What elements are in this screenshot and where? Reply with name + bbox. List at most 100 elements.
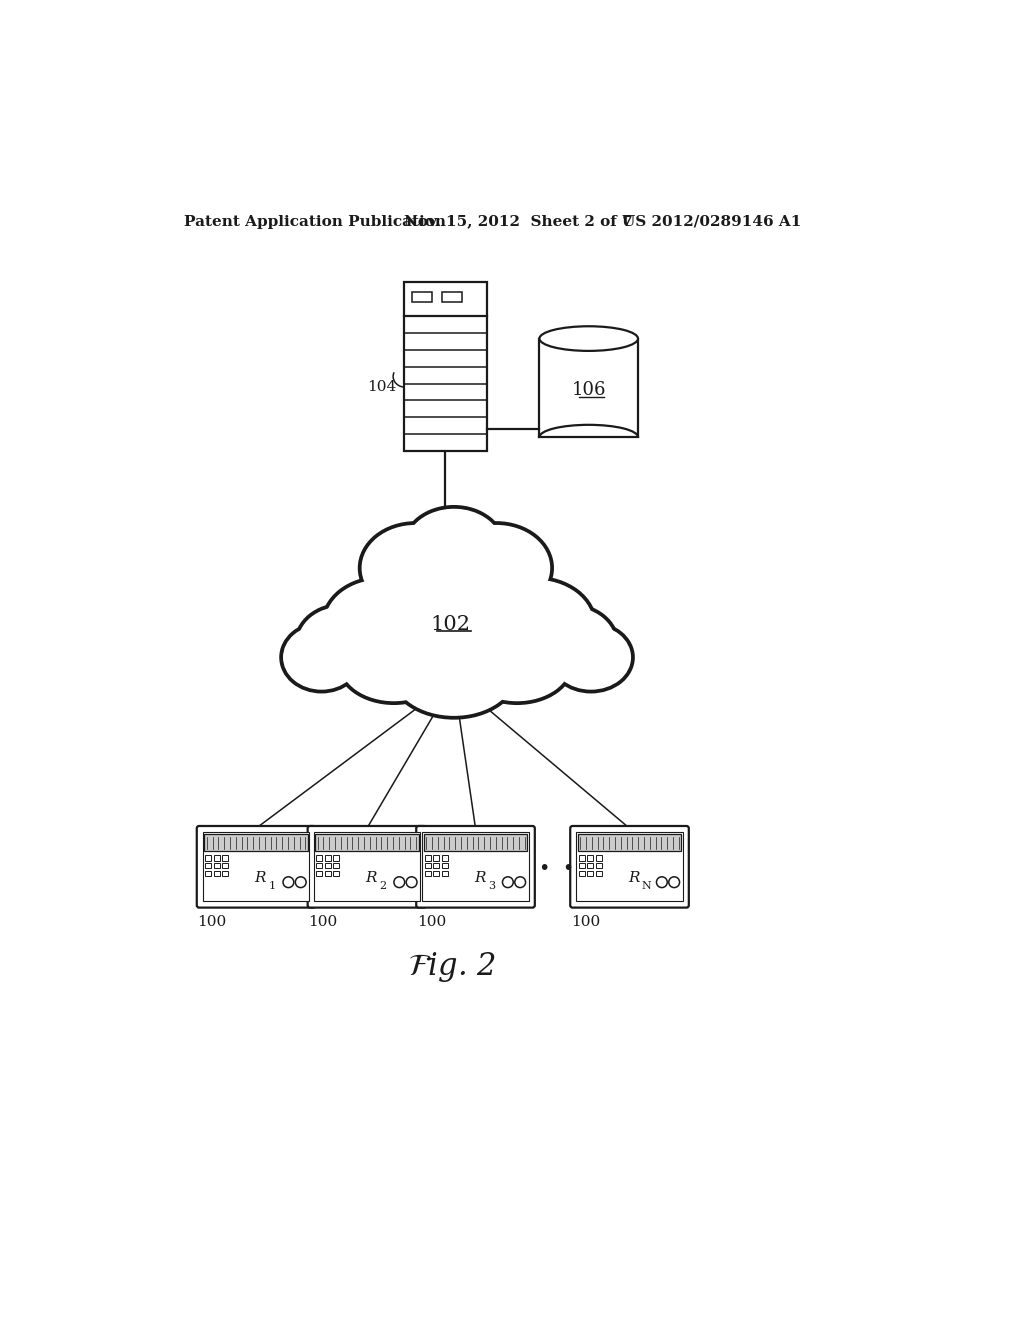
- Bar: [203, 832, 309, 902]
- Ellipse shape: [325, 579, 437, 669]
- FancyBboxPatch shape: [416, 826, 535, 908]
- Text: 102: 102: [430, 615, 470, 634]
- Bar: [412, 293, 432, 302]
- Text: 100: 100: [417, 915, 446, 929]
- Text: 106: 106: [571, 381, 606, 400]
- Bar: [222, 871, 228, 876]
- Ellipse shape: [282, 623, 361, 692]
- Ellipse shape: [463, 624, 571, 701]
- Text: Nov. 15, 2012  Sheet 2 of 7: Nov. 15, 2012 Sheet 2 of 7: [403, 215, 633, 228]
- Bar: [316, 855, 323, 861]
- Ellipse shape: [283, 626, 360, 689]
- Bar: [333, 871, 339, 876]
- Text: 2: 2: [379, 882, 386, 891]
- Bar: [596, 855, 602, 861]
- Circle shape: [394, 876, 404, 887]
- Ellipse shape: [383, 557, 525, 668]
- Bar: [441, 855, 447, 861]
- Bar: [587, 871, 593, 876]
- Bar: [579, 871, 585, 876]
- Ellipse shape: [406, 508, 503, 586]
- Bar: [596, 871, 602, 876]
- Bar: [441, 863, 447, 869]
- Bar: [214, 855, 220, 861]
- Bar: [425, 855, 431, 861]
- Text: Patent Application Publication: Patent Application Publication: [184, 215, 446, 228]
- Text: 100: 100: [198, 915, 226, 929]
- Ellipse shape: [360, 523, 471, 612]
- Ellipse shape: [442, 525, 550, 611]
- Circle shape: [656, 876, 668, 887]
- Text: N: N: [642, 882, 651, 891]
- Text: 1: 1: [268, 882, 275, 891]
- Ellipse shape: [441, 523, 552, 612]
- Bar: [579, 863, 585, 869]
- Bar: [577, 832, 683, 902]
- Text: R: R: [474, 871, 485, 886]
- Bar: [578, 834, 681, 851]
- Text: 3: 3: [487, 882, 495, 891]
- Ellipse shape: [298, 607, 387, 681]
- FancyBboxPatch shape: [307, 826, 426, 908]
- Bar: [333, 855, 339, 861]
- Ellipse shape: [385, 558, 523, 667]
- Bar: [205, 855, 211, 861]
- Circle shape: [503, 876, 513, 887]
- Circle shape: [515, 876, 525, 887]
- Text: R: R: [254, 871, 266, 886]
- Bar: [433, 871, 439, 876]
- Bar: [433, 863, 439, 869]
- Bar: [313, 832, 420, 902]
- Bar: [596, 863, 602, 869]
- Text: US 2012/0289146 A1: US 2012/0289146 A1: [622, 215, 801, 228]
- Bar: [539, 437, 639, 451]
- Bar: [433, 855, 439, 861]
- Bar: [316, 863, 323, 869]
- Text: 100: 100: [571, 915, 600, 929]
- Ellipse shape: [391, 628, 517, 718]
- Bar: [579, 855, 585, 861]
- Bar: [205, 863, 211, 869]
- Text: $\mathcal{F}$ig. 2: $\mathcal{F}$ig. 2: [408, 950, 496, 983]
- Ellipse shape: [339, 623, 450, 702]
- Bar: [214, 863, 220, 869]
- Ellipse shape: [462, 623, 572, 702]
- Ellipse shape: [296, 605, 388, 682]
- Bar: [315, 834, 419, 851]
- Ellipse shape: [476, 579, 593, 669]
- FancyBboxPatch shape: [570, 826, 689, 908]
- Bar: [325, 871, 331, 876]
- Circle shape: [407, 876, 417, 887]
- Ellipse shape: [475, 578, 595, 671]
- Ellipse shape: [550, 623, 633, 692]
- Ellipse shape: [521, 605, 617, 682]
- Ellipse shape: [323, 578, 438, 671]
- Circle shape: [295, 876, 306, 887]
- Ellipse shape: [540, 326, 638, 351]
- Bar: [325, 863, 331, 869]
- Bar: [587, 855, 593, 861]
- Bar: [424, 834, 527, 851]
- Bar: [422, 832, 528, 902]
- Ellipse shape: [523, 607, 615, 681]
- Bar: [587, 863, 593, 869]
- Bar: [442, 293, 463, 302]
- Bar: [222, 855, 228, 861]
- Ellipse shape: [340, 624, 447, 701]
- Bar: [205, 871, 211, 876]
- Ellipse shape: [551, 626, 631, 689]
- Text: R: R: [366, 871, 377, 886]
- Text: 104: 104: [367, 380, 396, 393]
- Circle shape: [283, 876, 294, 887]
- Bar: [325, 855, 331, 861]
- Text: 100: 100: [308, 915, 338, 929]
- Text: R: R: [628, 871, 639, 886]
- Text: •  •: • •: [539, 859, 574, 878]
- Ellipse shape: [403, 507, 504, 587]
- Bar: [316, 871, 323, 876]
- FancyBboxPatch shape: [197, 826, 315, 908]
- Bar: [333, 863, 339, 869]
- Ellipse shape: [361, 525, 469, 611]
- Bar: [222, 863, 228, 869]
- Bar: [214, 871, 220, 876]
